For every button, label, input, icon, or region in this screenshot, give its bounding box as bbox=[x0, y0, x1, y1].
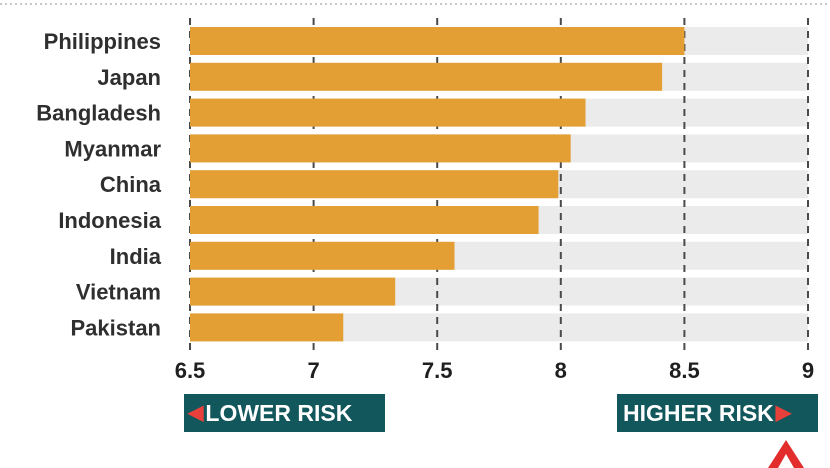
tick-labels: 6.5 7 7.5 8 8.5 9 bbox=[175, 358, 814, 383]
bar bbox=[190, 170, 559, 199]
category-labels: Philippines Japan Bangladesh Myanmar China In… bbox=[36, 29, 161, 340]
lower-risk-text: LOWER RISK bbox=[205, 399, 353, 426]
bar bbox=[190, 206, 539, 234]
category-label: India bbox=[110, 244, 162, 269]
bar bbox=[190, 98, 586, 127]
x-tick-label: 9 bbox=[802, 358, 814, 383]
x-tick-label: 7.5 bbox=[422, 358, 453, 383]
category-label: Myanmar bbox=[64, 136, 161, 161]
right-arrow-icon: ▶ bbox=[775, 402, 792, 424]
left-arrow-icon: ◀ bbox=[188, 402, 204, 424]
category-label: Japan bbox=[97, 65, 161, 90]
bars bbox=[190, 27, 685, 342]
lower-risk-label: ◀ LOWER RISK bbox=[184, 394, 385, 432]
bar bbox=[190, 62, 663, 91]
bar bbox=[190, 241, 455, 270]
category-label: Indonesia bbox=[58, 208, 161, 233]
bar bbox=[190, 277, 396, 306]
category-label: Pakistan bbox=[71, 315, 162, 340]
x-tick-label: 8 bbox=[555, 358, 567, 383]
bar bbox=[190, 27, 685, 55]
category-label: Vietnam bbox=[76, 280, 161, 305]
category-label: China bbox=[100, 172, 162, 197]
publisher-logo-icon bbox=[768, 440, 804, 468]
bar bbox=[190, 313, 344, 342]
x-tick-label: 7 bbox=[307, 358, 319, 383]
x-tick-label: 8.5 bbox=[669, 358, 700, 383]
higher-risk-text: HIGHER RISK bbox=[623, 399, 774, 426]
risk-bar-chart: Philippines Japan Bangladesh Myanmar China In… bbox=[0, 3, 830, 383]
category-label: Philippines bbox=[44, 29, 161, 54]
x-tick-label: 6.5 bbox=[175, 358, 206, 383]
category-label: Bangladesh bbox=[36, 101, 161, 126]
bar bbox=[190, 134, 571, 163]
higher-risk-label: HIGHER RISK ▶ bbox=[617, 394, 818, 432]
